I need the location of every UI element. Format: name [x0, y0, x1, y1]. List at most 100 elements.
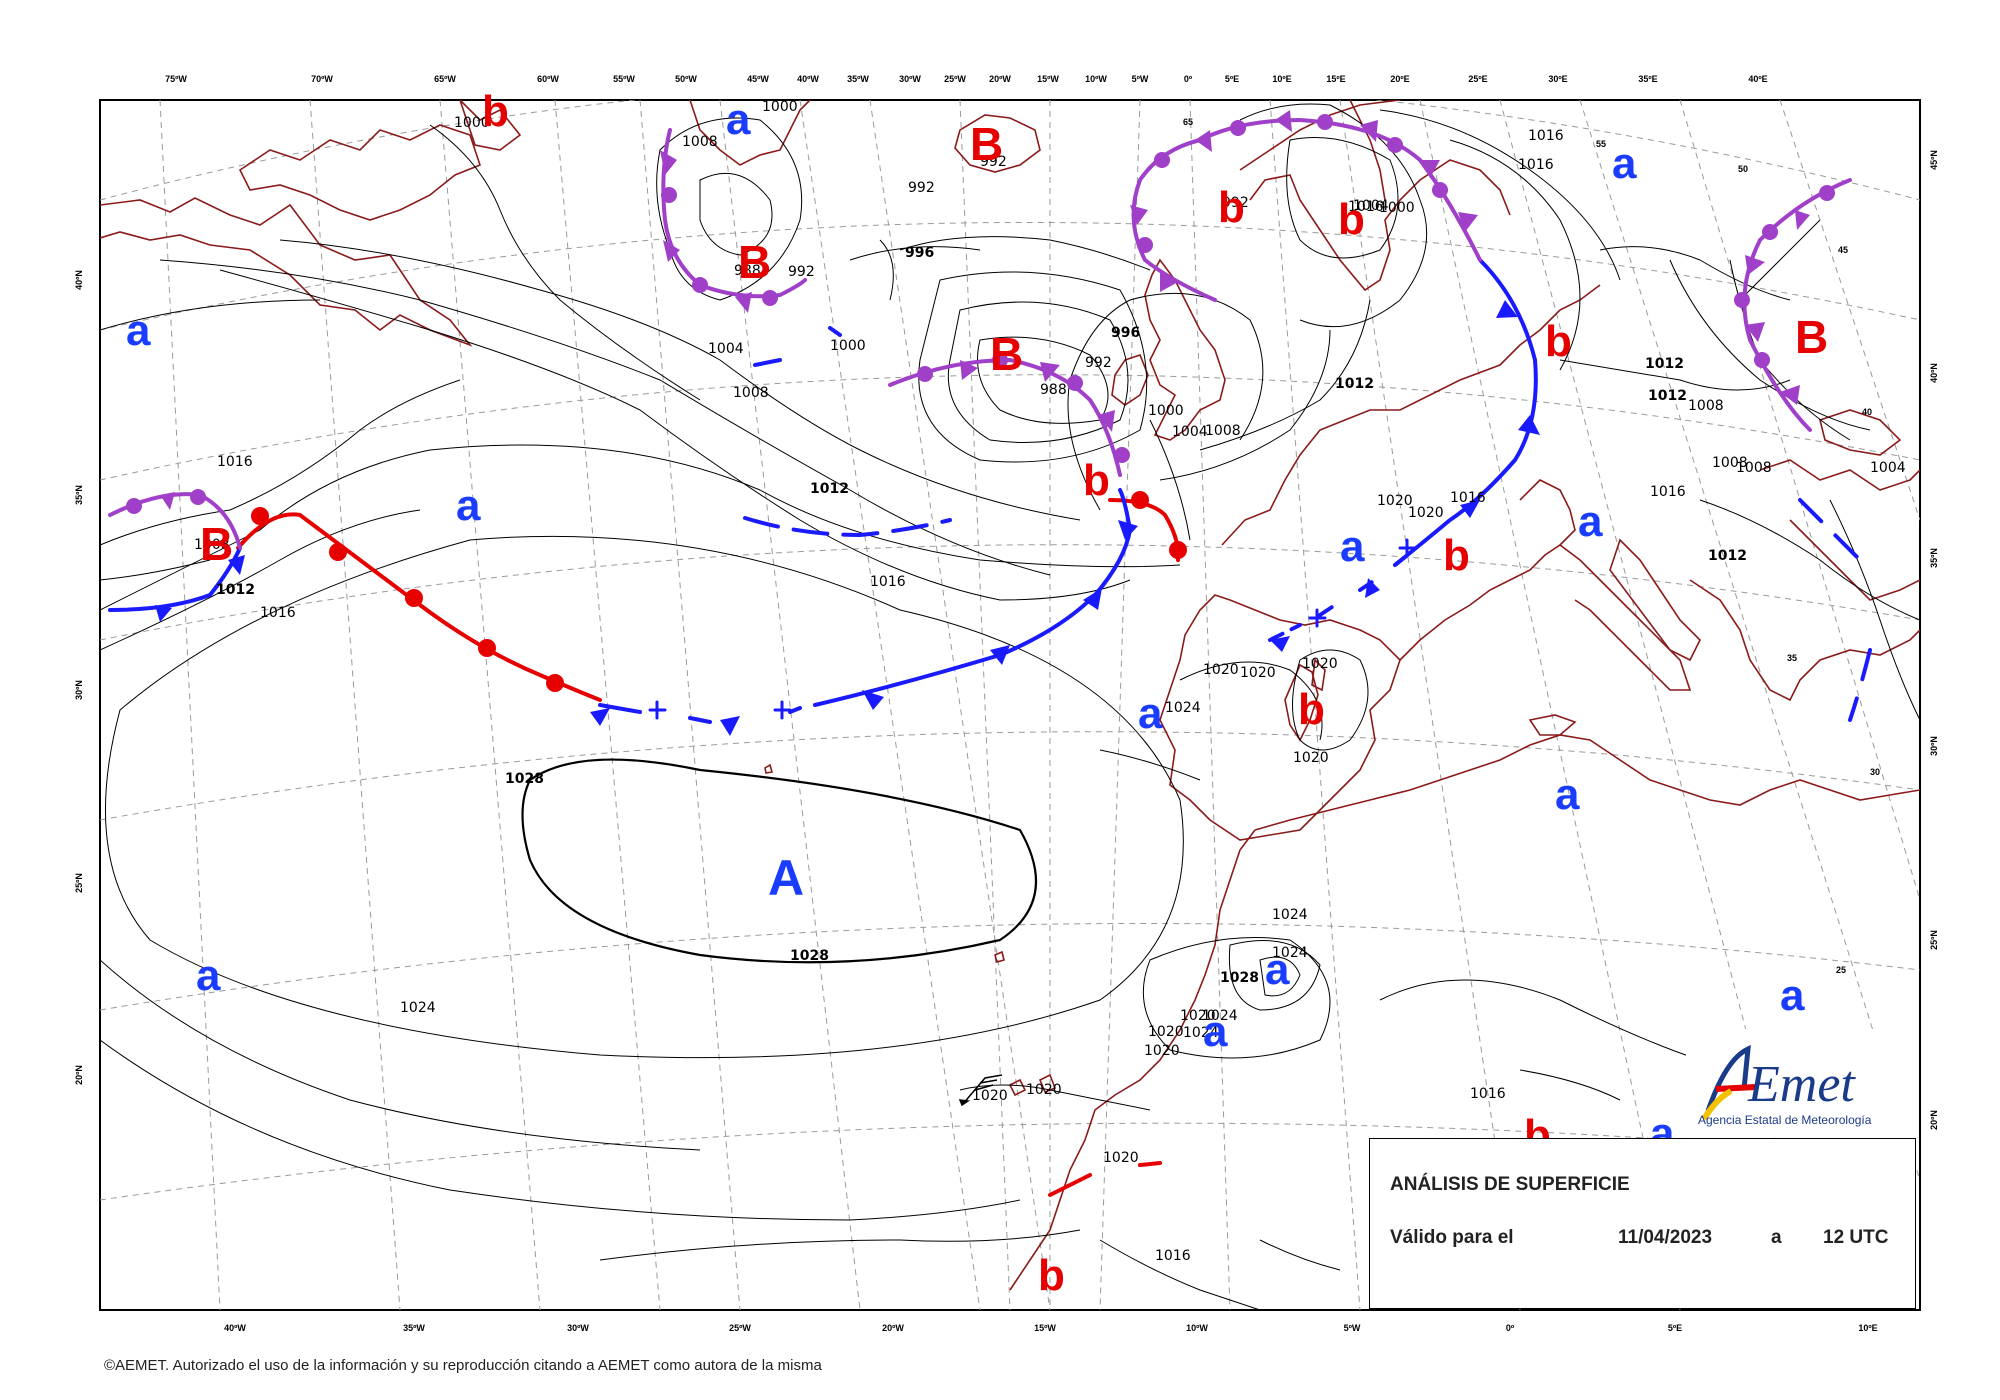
high-center-a: a [1138, 689, 1163, 738]
low-center-b: b [1298, 685, 1325, 734]
svg-text:50: 50 [1738, 164, 1748, 174]
left-lat-label: 30ºN [74, 680, 84, 700]
svg-text:1024: 1024 [1165, 700, 1201, 716]
info-box: ANÁLISIS DE SUPERFICIE Válido para el 11… [1369, 1138, 1916, 1309]
svg-text:Emet: Emet [1747, 1056, 1856, 1113]
svg-text:1020: 1020 [1144, 1043, 1180, 1059]
high-center-a: a [1555, 770, 1580, 819]
top-lon-label: 20ºW [989, 74, 1011, 84]
low-center-B: B [970, 118, 1003, 170]
svg-text:1004: 1004 [1172, 424, 1208, 440]
high-center-a: a [196, 951, 221, 1000]
top-lon-label: 45ºW [747, 74, 769, 84]
top-lon-label: 40ºW [797, 74, 819, 84]
high-center-a: a [1340, 522, 1365, 571]
svg-text:55: 55 [1596, 139, 1606, 149]
left-lat-label: 40ºN [74, 270, 84, 290]
bottom-lon-label: 10ºW [1186, 1323, 1208, 1333]
high-center-a: a [1578, 497, 1603, 546]
valid-time: 12 UTC [1823, 1227, 1889, 1248]
svg-text:1020: 1020 [1240, 665, 1276, 681]
right-lat-labels: 45ºN 40ºN 35ºN 30ºN 25ºN 20ºN [1929, 150, 1939, 1130]
svg-text:65: 65 [1183, 117, 1193, 127]
svg-text:1020: 1020 [1203, 662, 1239, 678]
bottom-lon-label: 20ºW [882, 1323, 904, 1333]
svg-text:1020: 1020 [1377, 493, 1413, 509]
top-lon-labels: 75ºW 70ºW 65ºW 60ºW 55ºW 50ºW 45ºW 40ºW 35ºW 30ºW… [165, 74, 1768, 84]
svg-text:1008: 1008 [194, 537, 230, 553]
svg-text:1020: 1020 [1103, 1150, 1139, 1166]
left-lat-label: 20ºN [74, 1065, 84, 1085]
top-lon-label: 30ºE [1548, 74, 1567, 84]
high-center-A: A [768, 850, 804, 906]
svg-text:992: 992 [980, 154, 1007, 170]
top-lon-label: 70ºW [311, 74, 333, 84]
svg-text:1024: 1024 [1272, 945, 1308, 961]
top-lon-label: 35ºE [1638, 74, 1657, 84]
svg-text:1016: 1016 [1450, 490, 1486, 506]
left-lat-label: 35ºN [74, 485, 84, 505]
svg-text:1004: 1004 [1353, 198, 1389, 214]
top-lon-label: 10ºW [1085, 74, 1107, 84]
bottom-lon-labels: 40ºW 35ºW 30ºW 25ºW 20ºW 15ºW 10ºW 5ºW 0º 5ºE 10ºE [224, 1323, 1878, 1333]
svg-text:1016: 1016 [1518, 157, 1554, 173]
top-lon-label: 60ºW [537, 74, 559, 84]
svg-text:996: 996 [1111, 325, 1140, 341]
svg-text:1004: 1004 [708, 341, 744, 357]
bottom-lon-label: 30ºW [567, 1323, 589, 1333]
high-center-a: a [1780, 971, 1805, 1020]
svg-text:1012: 1012 [810, 481, 849, 497]
high-center-a: a [726, 95, 751, 144]
svg-text:1020: 1020 [972, 1088, 1008, 1104]
svg-text:1004: 1004 [1870, 460, 1906, 476]
top-lon-label: 55ºW [613, 74, 635, 84]
svg-text:1000: 1000 [830, 338, 866, 354]
low-center-B: B [1795, 311, 1828, 363]
top-lon-label: 15ºE [1326, 74, 1345, 84]
svg-text:1020: 1020 [1180, 1008, 1216, 1024]
bottom-lon-label: 35ºW [403, 1323, 425, 1333]
copyright-notice: ©AEMET. Autorizado el uso de la informac… [104, 1357, 822, 1374]
low-center-B: B [738, 236, 771, 288]
svg-text:1000: 1000 [1148, 403, 1184, 419]
right-lat-label: 35ºN [1929, 548, 1939, 568]
cold-front-scandinavia [1393, 258, 1538, 567]
left-lat-labels: 40ºN 35ºN 30ºN 25ºN 20ºN [74, 270, 84, 1085]
top-lon-label: 10ºE [1272, 74, 1291, 84]
svg-text:1016: 1016 [1348, 199, 1384, 215]
right-lat-label: 40ºN [1929, 363, 1939, 383]
bottom-lon-label: 5ºW [1344, 1323, 1361, 1333]
svg-text:1012: 1012 [216, 582, 255, 598]
svg-text:1024: 1024 [1183, 1025, 1219, 1041]
top-lon-label: 5ºW [1132, 74, 1149, 84]
svg-text:1008: 1008 [1736, 460, 1772, 476]
right-lat-label: 45ºN [1929, 150, 1939, 170]
svg-text:1016: 1016 [1650, 484, 1686, 500]
svg-text:35: 35 [1787, 653, 1797, 663]
svg-text:1008: 1008 [1688, 398, 1724, 414]
top-lon-label: 25ºE [1468, 74, 1487, 84]
top-lon-label: 65ºW [434, 74, 456, 84]
isobar-labels: 1000 1000 1008 992 992 988 992 996 1004 … [194, 99, 1906, 1264]
pressure-centers: A B B B B B b b b b b b b b b a a a a a … [126, 87, 1828, 1300]
top-lon-label: 40ºE [1748, 74, 1767, 84]
svg-text:30: 30 [1870, 767, 1880, 777]
top-lon-label: 75ºW [165, 74, 187, 84]
coastlines [100, 100, 1920, 1291]
svg-text:1020: 1020 [1302, 656, 1338, 672]
svg-text:1020: 1020 [1148, 1024, 1184, 1040]
svg-text:992: 992 [788, 264, 815, 280]
bottom-lon-label: 5ºE [1668, 1323, 1682, 1333]
svg-text:1024: 1024 [1202, 1008, 1238, 1024]
low-center-B: B [200, 518, 233, 570]
fronts [108, 110, 1872, 1197]
svg-text:1016: 1016 [217, 454, 253, 470]
svg-text:1016: 1016 [1528, 128, 1564, 144]
low-center-b: b [1338, 195, 1365, 244]
svg-text:988: 988 [1040, 382, 1067, 398]
right-lat-label: 30ºN [1929, 736, 1939, 756]
svg-text:1028: 1028 [505, 771, 544, 787]
low-center-b: b [482, 87, 509, 136]
aemet-logo: Emet [1686, 1029, 1906, 1137]
